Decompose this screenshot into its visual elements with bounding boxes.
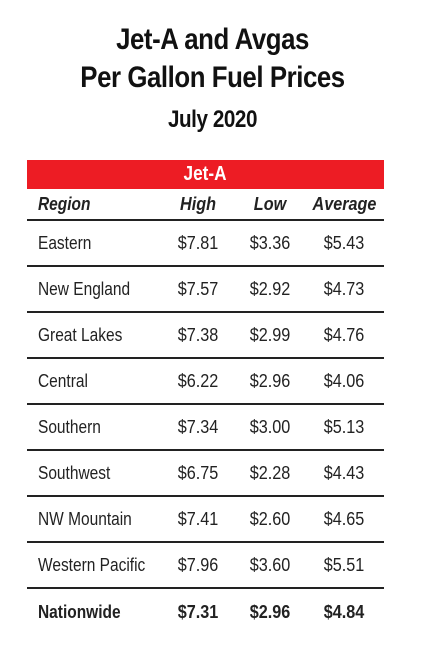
table-row: Great Lakes $7.38 $2.99 $4.76	[27, 313, 384, 359]
table-body: Eastern $7.81 $3.36 $5.43 New England $7.57 $2…	[27, 221, 384, 589]
total-row: Nationwide $7.31 $2.96 $4.84	[27, 589, 384, 633]
cell-high: $6.75	[177, 463, 219, 483]
column-header-row: Region High Low Average	[27, 189, 384, 221]
cell-average: $4.65	[323, 509, 365, 529]
cell-average: $4.06	[323, 371, 365, 391]
cell-low: $3.00	[249, 417, 291, 437]
table-row: Central $6.22 $2.96 $4.06	[27, 359, 384, 405]
cell-low: $2.99	[249, 325, 291, 345]
cell-region: New England	[38, 279, 131, 299]
title-line-2: Per Gallon Fuel Prices	[80, 61, 345, 94]
column-header-high: High	[180, 194, 216, 214]
cell-region: Great Lakes	[38, 325, 123, 345]
cell-average: $5.51	[323, 555, 365, 575]
table-row: Western Pacific $7.96 $3.60 $5.51	[27, 543, 384, 589]
jet-a-band: Jet-A	[27, 160, 384, 189]
cell-average: $5.43	[323, 233, 365, 253]
cell-region: Western Pacific	[38, 555, 146, 575]
cell-region: Central	[38, 371, 88, 391]
cell-average: $4.73	[323, 279, 365, 299]
total-high: $7.31	[177, 602, 219, 622]
table-row: Eastern $7.81 $3.36 $5.43	[27, 221, 384, 267]
cell-region: Southern	[38, 417, 101, 437]
column-header-low: Low	[253, 194, 287, 214]
cell-average: $5.13	[323, 417, 365, 437]
band-label: Jet-A	[183, 163, 227, 185]
table-row: NW Mountain $7.41 $2.60 $4.65	[27, 497, 384, 543]
cell-high: $7.57	[177, 279, 219, 299]
cell-region: Southwest	[38, 463, 111, 483]
cell-low: $2.92	[249, 279, 291, 299]
total-average: $4.84	[323, 602, 365, 622]
cell-region: NW Mountain	[38, 509, 132, 529]
cell-average: $4.76	[323, 325, 365, 345]
cell-low: $3.60	[249, 555, 291, 575]
table-row: Southern $7.34 $3.00 $5.13	[27, 405, 384, 451]
fuel-price-table: Jet-A Region High Low Average Eastern $7.…	[27, 160, 384, 633]
cell-high: $7.41	[177, 509, 219, 529]
subtitle: July 2020	[167, 106, 258, 133]
cell-high: $7.34	[177, 417, 219, 437]
cell-high: $7.81	[177, 233, 219, 253]
total-low: $2.96	[249, 602, 291, 622]
table-row: Southwest $6.75 $2.28 $4.43	[27, 451, 384, 497]
column-header-average: Average	[312, 194, 377, 214]
total-region: Nationwide	[38, 602, 121, 622]
cell-low: $3.36	[249, 233, 291, 253]
cell-region: Eastern	[38, 233, 92, 253]
cell-low: $2.28	[249, 463, 291, 483]
title-line-1: Jet-A and Avgas	[116, 23, 309, 56]
cell-low: $2.96	[249, 371, 291, 391]
cell-high: $7.38	[177, 325, 219, 345]
cell-high: $7.96	[177, 555, 219, 575]
cell-average: $4.43	[323, 463, 365, 483]
column-header-region: Region	[38, 194, 91, 214]
table-row: New England $7.57 $2.92 $4.73	[27, 267, 384, 313]
cell-low: $2.60	[249, 509, 291, 529]
cell-high: $6.22	[177, 371, 219, 391]
